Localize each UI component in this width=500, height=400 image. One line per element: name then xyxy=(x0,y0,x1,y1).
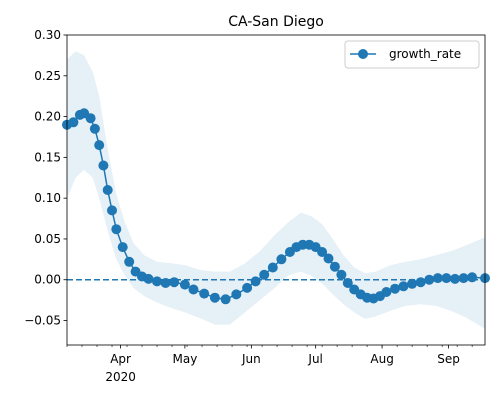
x-tick-label: Jul xyxy=(307,352,322,366)
data-point xyxy=(467,272,478,283)
series-points-layer xyxy=(62,108,490,305)
data-point xyxy=(89,123,100,134)
data-point xyxy=(267,262,278,273)
x-tick-label: May xyxy=(172,352,197,366)
data-point xyxy=(317,247,328,257)
y-tick-label: 0.10 xyxy=(34,191,61,205)
data-point xyxy=(458,273,469,284)
x-tick-label: Aug xyxy=(370,352,393,366)
data-point xyxy=(169,277,180,288)
legend: growth_rate xyxy=(344,40,480,69)
data-point xyxy=(407,278,418,289)
x-tick-label: Jun xyxy=(241,352,261,366)
data-point xyxy=(424,274,435,285)
data-point xyxy=(231,289,242,300)
data-point xyxy=(342,278,353,288)
data-point xyxy=(242,282,253,293)
data-point xyxy=(85,113,96,124)
data-point xyxy=(381,287,392,297)
data-point xyxy=(432,273,443,284)
y-tick-label: 0.25 xyxy=(34,69,61,83)
data-point xyxy=(441,273,452,284)
legend-series-label: growth_rate xyxy=(389,47,461,61)
data-point xyxy=(111,224,122,235)
data-point xyxy=(209,292,220,303)
data-point xyxy=(276,254,287,265)
data-point xyxy=(250,276,261,287)
data-point xyxy=(107,205,117,216)
x-tick-label: Sep xyxy=(437,352,460,366)
y-tick-label: 0.00 xyxy=(34,273,61,287)
data-point xyxy=(188,284,199,295)
y-axis: −0.05 0.00 0.05 0.10 0.15 0.20 0.25 0.30 xyxy=(24,28,67,328)
data-point xyxy=(143,273,154,284)
y-tick-label: −0.05 xyxy=(24,314,61,328)
confidence-band-layer xyxy=(67,51,485,329)
data-point xyxy=(117,242,128,253)
data-point xyxy=(336,269,347,280)
data-point xyxy=(259,269,270,280)
data-point xyxy=(199,288,210,299)
data-point xyxy=(415,277,426,288)
data-point xyxy=(152,276,162,287)
legend-series-marker xyxy=(358,49,368,59)
data-point xyxy=(450,273,460,284)
y-tick-label: 0.20 xyxy=(34,110,61,124)
data-point xyxy=(68,117,79,128)
data-point xyxy=(124,256,135,267)
legend-box xyxy=(344,40,480,69)
x-axis: Apr 2020 May Jun Jul Aug Sep xyxy=(66,345,473,384)
data-point xyxy=(94,140,105,151)
data-point xyxy=(390,283,400,294)
chart-title: CA-San Diego xyxy=(228,14,324,30)
confidence-band xyxy=(67,51,485,329)
plot-area xyxy=(62,51,490,329)
y-tick-label: 0.15 xyxy=(34,150,61,164)
y-tick-label: 0.05 xyxy=(34,232,61,246)
data-point xyxy=(323,253,334,264)
data-point xyxy=(102,185,113,195)
x-tick-label: Apr xyxy=(110,352,131,366)
data-point xyxy=(220,294,231,305)
axes-frame xyxy=(66,34,486,346)
data-point xyxy=(160,278,171,288)
data-point xyxy=(179,279,190,290)
data-point xyxy=(98,160,109,171)
y-tick-label: 0.30 xyxy=(34,28,61,42)
data-point xyxy=(329,261,340,272)
x-tick-year-label: 2020 xyxy=(105,370,136,384)
data-point xyxy=(398,281,409,292)
